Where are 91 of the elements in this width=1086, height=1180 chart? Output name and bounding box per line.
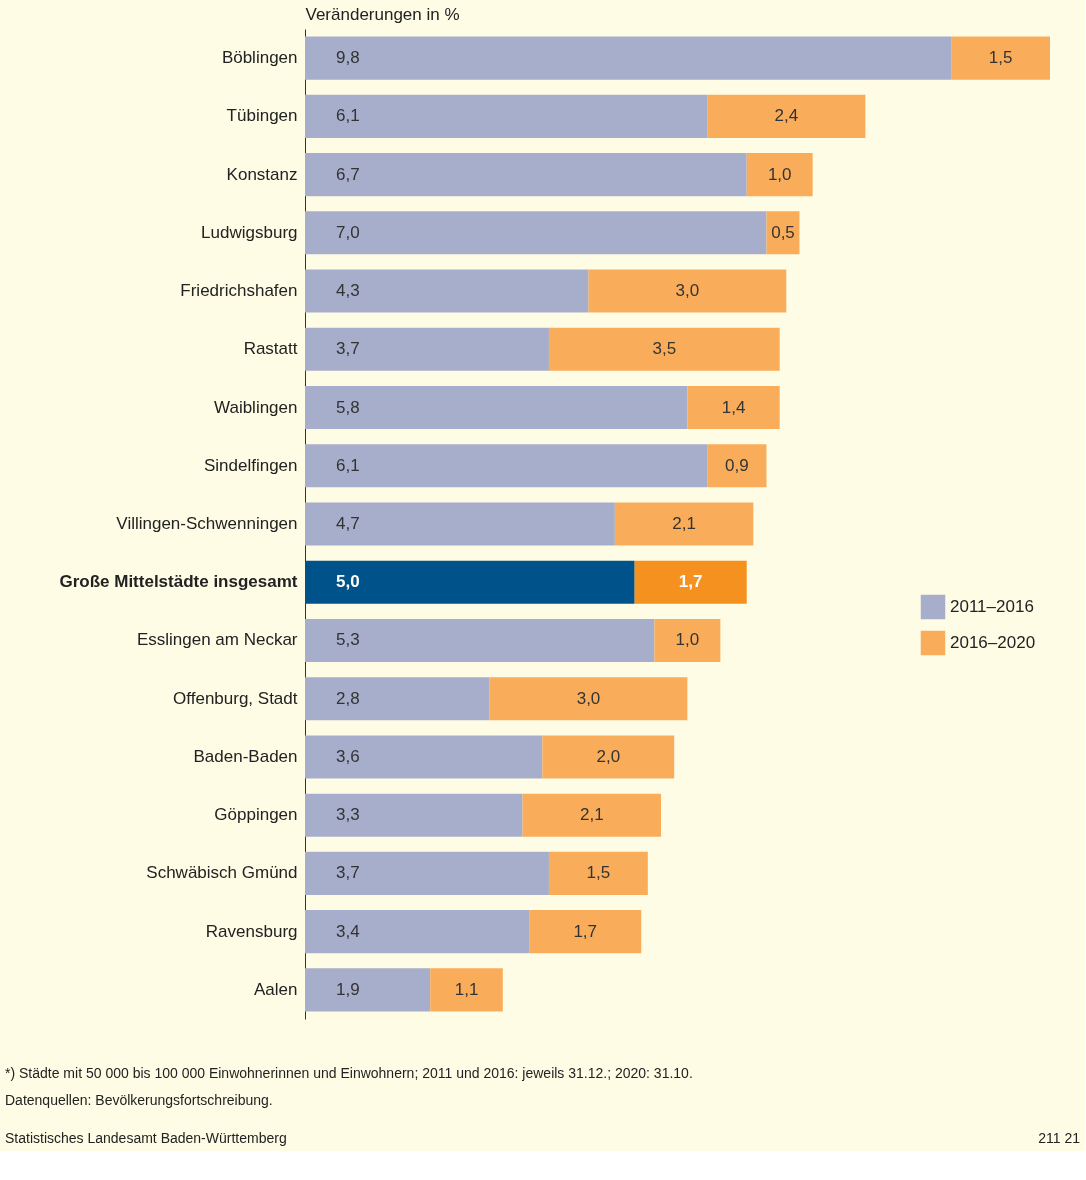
data-label: 7,0 <box>336 222 360 242</box>
y-tick-label: Göppingen <box>214 805 298 825</box>
bar <box>707 94 866 138</box>
data-label: 2,1 <box>672 514 696 533</box>
bar <box>548 851 648 895</box>
data-label: 4,3 <box>336 281 360 301</box>
bar <box>542 735 675 779</box>
y-tick-label: Sindelfingen <box>203 455 298 475</box>
data-label: 3,3 <box>336 805 360 825</box>
data-label: 3,6 <box>336 746 360 766</box>
y-tick-label: Schwäbisch Gmünd <box>146 863 298 883</box>
bar <box>305 910 530 954</box>
bar <box>305 618 655 663</box>
data-label: 2,8 <box>336 688 360 708</box>
text: Datenquellen: Bevölkerungsfortschreibung. <box>5 1092 273 1108</box>
data-label: 2,4 <box>774 106 799 126</box>
bar <box>305 968 431 1012</box>
data-label: 3,4 <box>336 921 360 941</box>
y-tick-label: Aalen <box>254 979 298 999</box>
data-label: 1,9 <box>336 979 360 999</box>
text: 211 21 <box>1038 1130 1081 1146</box>
bar <box>305 269 589 313</box>
legend-label: 2016–2020 <box>950 633 1036 652</box>
data-label: 0,5 <box>771 222 795 242</box>
data-label: 2,0 <box>596 746 621 766</box>
bar <box>305 851 549 895</box>
data-label: 1,7 <box>573 921 598 941</box>
data-label: 4,7 <box>336 514 360 533</box>
bar <box>707 444 767 488</box>
bar <box>654 618 721 663</box>
text: *) Städte mit 50 000 bis 100 000 Einwohnerinnen und Einwohnern; 2011 und 2016: jeweils 31.12.; 2020: 31.10. <box>5 1065 693 1081</box>
data-label: 1,1 <box>454 979 479 999</box>
y-tick-label: Große Mittelstädte insgesamt <box>59 572 298 592</box>
bar <box>305 36 952 80</box>
y-tick-label: Baden-Baden <box>193 746 298 766</box>
bar <box>305 735 543 779</box>
y-tick-label: Offenburg, Stadt <box>173 688 298 708</box>
bar <box>305 327 549 371</box>
y-tick-label: Ludwigsburg <box>201 222 298 242</box>
data-label: 3,5 <box>652 339 677 359</box>
y-tick-label: Rastatt <box>243 339 298 359</box>
y-tick-label: Villingen-Schwenningen <box>116 514 298 533</box>
bar <box>430 968 503 1012</box>
data-label: 5,8 <box>336 397 360 417</box>
y-tick-label: Böblingen <box>221 48 298 68</box>
y-tick-label: Esslingen am Neckar <box>136 630 298 650</box>
data-label: 6,7 <box>336 164 360 184</box>
data-label: 1,7 <box>678 572 703 592</box>
y-tick-label: Konstanz <box>226 164 298 184</box>
x-axis-title: Veränderungen in % <box>305 4 460 24</box>
y-tick-label: Waiblingen <box>214 397 298 417</box>
bar <box>305 94 708 138</box>
y-tick-label: Ravensburg <box>205 921 298 941</box>
bar <box>489 677 688 721</box>
y-tick-label: Tübingen <box>226 106 298 126</box>
bar <box>687 385 780 430</box>
data-label: 1,5 <box>988 48 1013 68</box>
data-label: 1,0 <box>675 630 700 650</box>
data-label: 6,1 <box>336 106 360 126</box>
bar <box>529 910 642 954</box>
bar <box>305 677 490 721</box>
bar <box>614 502 754 546</box>
y-tick-label: Friedrichshafen <box>180 281 298 301</box>
bar <box>548 327 780 371</box>
data-label: 1,4 <box>721 397 746 417</box>
bar <box>305 385 688 430</box>
data-label: 3,7 <box>336 863 360 883</box>
data-label: 5,0 <box>336 572 360 592</box>
data-label: 6,1 <box>336 455 360 475</box>
bar <box>305 793 523 837</box>
data-label: 5,3 <box>336 630 360 650</box>
legend-label: 2011–2016 <box>950 597 1034 616</box>
bar <box>522 793 662 837</box>
bar <box>305 560 635 604</box>
data-label: 1,0 <box>767 164 792 184</box>
data-label: 2,1 <box>579 805 604 825</box>
data-label: 3,0 <box>675 281 700 301</box>
bar <box>588 269 787 313</box>
bar <box>305 502 615 546</box>
bar <box>746 153 813 197</box>
bar <box>634 560 747 604</box>
bar <box>305 211 767 255</box>
bar <box>951 36 1050 80</box>
bar <box>305 153 747 197</box>
bar <box>305 444 708 488</box>
data-label: 1,5 <box>586 863 611 883</box>
data-label: 0,9 <box>725 455 749 475</box>
data-label: 3,7 <box>336 339 360 359</box>
text: Statistisches Landesamt Baden-Württemberg <box>5 1130 287 1146</box>
data-label: 3,0 <box>576 688 601 708</box>
data-label: 9,8 <box>336 48 360 68</box>
